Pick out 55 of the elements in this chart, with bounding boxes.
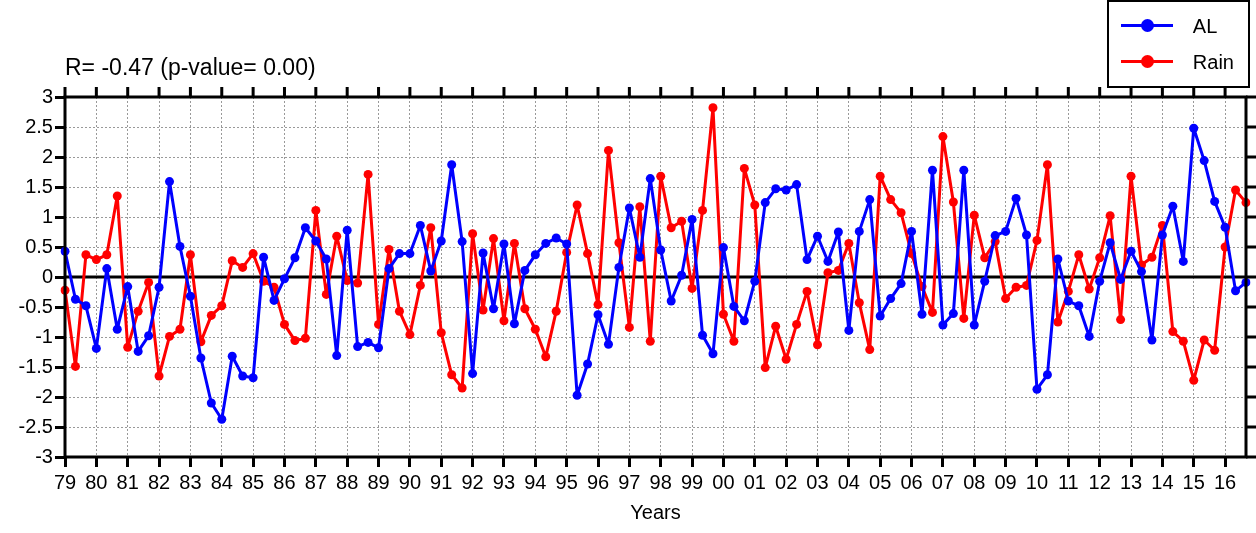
x-tick-label: 80 [85, 470, 108, 493]
legend-label: AL [1192, 14, 1218, 38]
x-tick-label: 00 [712, 470, 735, 493]
y-tick-label: 2.5 [25, 114, 53, 137]
x-tick-label: 06 [900, 470, 923, 493]
x-tick-label: 11 [1057, 470, 1079, 493]
x-tick-label: 05 [869, 470, 892, 493]
y-tick-label: 1.5 [25, 174, 53, 197]
x-tick-label: 94 [524, 470, 547, 493]
x-tick-label: 88 [336, 470, 359, 493]
x-tick-label: 96 [586, 470, 610, 493]
x-tick-label: 07 [931, 470, 955, 493]
x-axis-title: Years [630, 500, 681, 523]
x-tick-label: 82 [147, 470, 171, 493]
x-tick-label: 99 [680, 470, 704, 493]
x-tick-label: 83 [179, 470, 202, 493]
y-tick-label: -1 [35, 324, 53, 347]
y-tick-label: 1 [41, 204, 53, 227]
y-tick-label: -2.5 [18, 414, 53, 437]
x-tick-label: 01 [743, 470, 766, 493]
x-tick-label: 93 [492, 470, 516, 493]
y-tick-label: -3 [35, 444, 53, 467]
x-tick-label: 97 [618, 470, 641, 493]
x-tick-label: 08 [963, 470, 986, 493]
x-tick-label: 86 [273, 470, 296, 493]
x-tick-label: 89 [367, 470, 390, 493]
x-tick-label: 91 [430, 470, 453, 493]
y-tick-label: 2 [41, 144, 53, 167]
x-tick-label: 13 [1119, 470, 1143, 493]
y-tick-label: -1.5 [18, 354, 53, 377]
legend-label: Rain [1192, 50, 1234, 74]
x-tick-label: 87 [304, 470, 327, 493]
y-tick-label: 0 [41, 264, 53, 287]
y-tick-label: -2 [35, 384, 53, 407]
chart-title: R= -0.47 (p-value= 0.00) [65, 54, 316, 81]
x-tick-label: 04 [837, 470, 860, 493]
x-tick-label: 10 [1025, 470, 1049, 493]
x-tick-label: 98 [649, 470, 672, 493]
x-tick-label: 12 [1088, 470, 1111, 493]
x-tick-label: 84 [210, 470, 233, 493]
y-tick-label: -0.5 [18, 294, 53, 317]
x-tick-label: 16 [1213, 470, 1237, 493]
x-tick-label: 85 [242, 470, 265, 493]
x-tick-label: 03 [806, 470, 829, 493]
x-tick-label: 90 [398, 470, 422, 493]
y-tick-label: 0.5 [25, 234, 53, 257]
x-tick-label: 95 [555, 470, 578, 493]
x-tick-label: 02 [775, 470, 798, 493]
y-tick-label: 3 [41, 84, 53, 107]
x-tick-label: 81 [116, 470, 139, 493]
x-tick-label: 14 [1151, 470, 1174, 493]
x-tick-label: 92 [461, 470, 484, 493]
x-tick-label: 09 [994, 470, 1017, 493]
x-tick-label: 15 [1182, 470, 1205, 493]
x-tick-label: 79 [53, 470, 77, 493]
